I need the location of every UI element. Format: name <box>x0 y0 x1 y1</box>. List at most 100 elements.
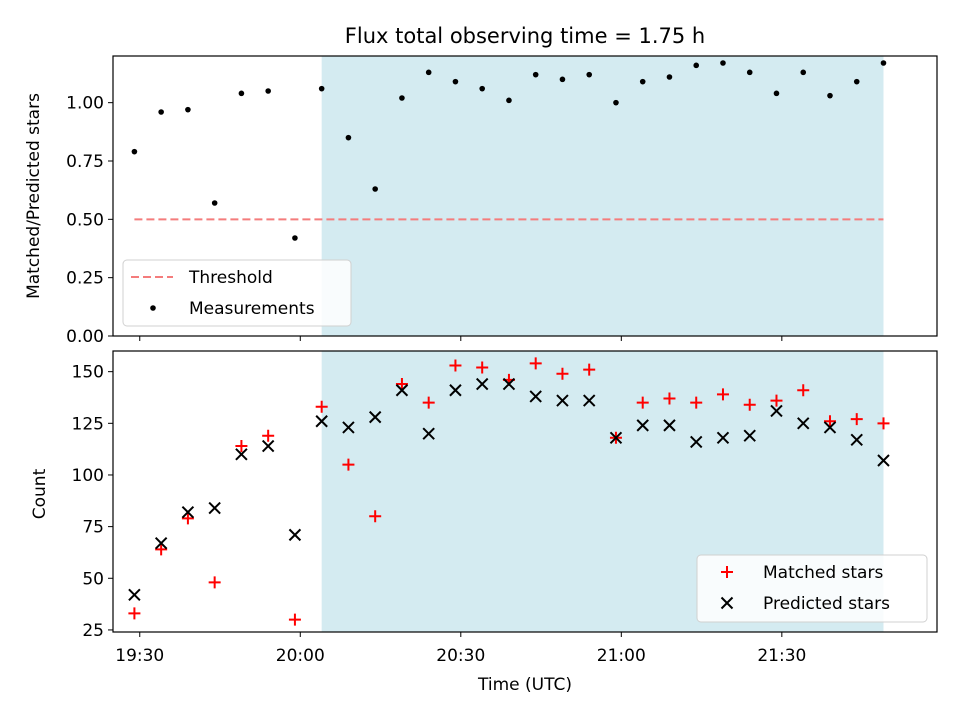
predicted-star-point <box>663 419 676 432</box>
matched-star-point <box>235 440 248 453</box>
legend-label: Matched stars <box>763 563 883 583</box>
predicted-star-point <box>877 454 890 467</box>
predicted-star-point <box>770 404 783 418</box>
predicted-star-point <box>609 431 623 444</box>
matched-star-point <box>583 363 596 376</box>
x-tick-label: 21:30 <box>757 646 806 666</box>
y-tick-label: 25 <box>82 621 104 641</box>
matched-star-point <box>850 413 863 426</box>
predicted-star-point <box>797 417 810 430</box>
predicted-star-point <box>823 421 837 434</box>
matched-star-point <box>770 394 783 407</box>
predicted-star-point <box>449 384 462 397</box>
bottom-panel: 25 50 75 100 125 150 19:30 20:00 20:30 21:00 21:30… <box>72 350 938 666</box>
predicted-star-point <box>395 384 409 397</box>
predicted-star-point <box>743 429 756 442</box>
matched-star-point <box>262 429 275 442</box>
x-tick-label: 19:30 <box>115 646 164 666</box>
measurement-point <box>639 78 646 85</box>
measurement-point <box>158 109 164 115</box>
measurement-point <box>880 60 887 66</box>
measurement-point <box>586 71 593 78</box>
legend-plus-handle <box>721 566 733 578</box>
x-axis-label: Time (UTC) <box>477 675 572 695</box>
measurement-point <box>613 99 619 106</box>
predicted-star-point <box>181 505 195 519</box>
measurement-point <box>532 71 539 78</box>
y-tick-label: 100 <box>72 466 104 486</box>
predicted-star-point <box>315 415 328 428</box>
predicted-star-point <box>208 501 221 515</box>
x-tick-label: 20:00 <box>276 646 325 666</box>
predicted-star-point <box>690 435 703 449</box>
measurement-point <box>318 85 325 92</box>
bottom-y-axis-label: Count <box>30 468 50 519</box>
y-tick-label: 50 <box>82 569 104 589</box>
measurement-point <box>853 78 860 85</box>
matched-star-point <box>369 510 382 523</box>
measurement-point <box>211 200 218 206</box>
y-tick-label: 0.25 <box>66 269 104 289</box>
x-tick-label: 21:00 <box>597 646 646 666</box>
matched-star-point <box>422 396 435 409</box>
legend-box <box>122 259 352 327</box>
matched-star-point <box>690 396 703 409</box>
matched-star-point <box>743 398 756 411</box>
matched-star-point <box>716 388 729 401</box>
predicted-star-point <box>556 394 569 407</box>
legend: Threshold Measurements <box>122 259 352 327</box>
matched-star-point <box>208 576 221 589</box>
predicted-star-point <box>529 390 542 403</box>
measurement-point <box>559 76 566 83</box>
measurement-point <box>185 106 191 113</box>
predicted-star-point <box>235 448 248 461</box>
matched-star-point <box>315 400 328 413</box>
measurement-point <box>425 69 432 76</box>
matched-star-point <box>636 396 649 409</box>
observing-window-span <box>321 56 884 336</box>
legend: Matched stars Predicted stars <box>696 554 928 623</box>
measurement-point <box>238 90 245 97</box>
measurement-point <box>345 134 352 141</box>
chart-title: Flux total observing time = 1.75 h <box>345 24 705 48</box>
predicted-star-point <box>850 433 863 447</box>
measurement-point <box>693 62 700 69</box>
matched-star-point <box>288 613 301 626</box>
measurement-point <box>292 235 298 241</box>
measurement-point <box>720 60 726 66</box>
predicted-star-point <box>475 377 489 391</box>
legend-dot-handle <box>150 305 156 311</box>
measurement-point <box>506 97 512 104</box>
predicted-star-point <box>342 421 355 434</box>
predicted-star-point <box>716 431 730 444</box>
matched-star-point <box>877 417 890 430</box>
matched-star-point <box>823 415 836 428</box>
y-tick-label: 0.00 <box>66 327 104 347</box>
y-tick-label: 0.75 <box>66 152 104 172</box>
predicted-star-point <box>128 588 141 602</box>
measurement-point <box>372 186 378 192</box>
predicted-star-point <box>261 439 275 453</box>
measurement-point <box>265 88 271 94</box>
measurement-point <box>827 92 833 99</box>
legend-box <box>696 554 928 623</box>
matched-star-point <box>529 357 542 370</box>
predicted-star-point <box>636 419 649 432</box>
y-tick-label: 0.50 <box>66 210 104 230</box>
predicted-star-point <box>583 394 596 407</box>
matched-star-point <box>181 512 194 525</box>
matched-star-point <box>155 543 168 556</box>
legend-label: Predicted stars <box>763 594 890 614</box>
measurement-point <box>479 85 485 92</box>
x-tick-label: 20:30 <box>436 646 485 666</box>
measurement-point <box>452 78 459 85</box>
matched-star-point <box>663 392 676 405</box>
predicted-star-point <box>288 528 302 542</box>
predicted-star-point <box>368 410 382 424</box>
measurement-point <box>666 74 673 80</box>
axes-frame <box>112 55 938 337</box>
y-tick-label: 150 <box>72 363 104 383</box>
matched-star-point <box>342 458 355 471</box>
matched-star-point <box>797 384 810 397</box>
measurement-point <box>746 69 753 76</box>
